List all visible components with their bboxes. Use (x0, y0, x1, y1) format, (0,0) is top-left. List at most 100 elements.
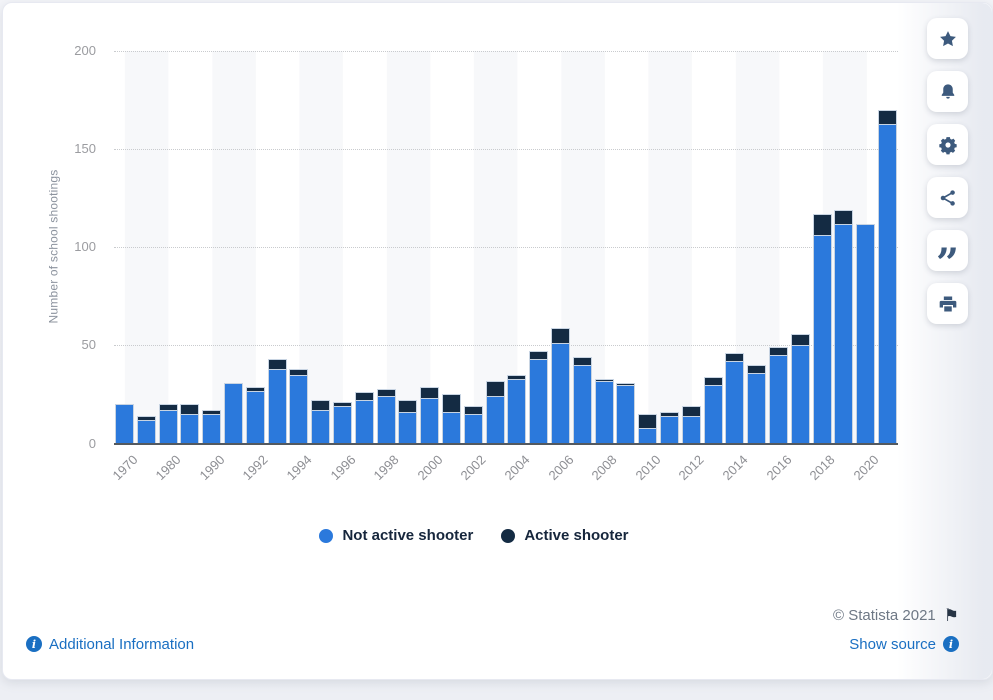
bar-1991-not-active-shooter[interactable] (224, 382, 243, 444)
bar-2008-active-shooter[interactable] (594, 378, 614, 381)
bar-1998-not-active-shooter[interactable] (376, 396, 396, 444)
bar-1990-not-active-shooter[interactable] (202, 414, 222, 444)
bar-2020-not-active-shooter[interactable] (856, 223, 876, 444)
bar-1990-active-shooter[interactable] (202, 410, 222, 415)
x-axis-line (113, 442, 899, 445)
bar-2012-not-active-shooter[interactable] (681, 416, 701, 444)
bar-1985-active-shooter[interactable] (180, 404, 200, 415)
gear-icon (938, 136, 957, 154)
print-button[interactable] (927, 283, 968, 324)
bar-2007-active-shooter[interactable] (572, 357, 592, 365)
x-axis-label-1980: 1980 (152, 452, 184, 484)
info-icon: i (26, 636, 42, 652)
bar-1999-active-shooter[interactable] (398, 400, 418, 413)
bar-2009-not-active-shooter[interactable] (616, 384, 636, 444)
bar-2013-not-active-shooter[interactable] (703, 384, 723, 444)
settings-button[interactable] (927, 124, 968, 165)
show-source-link[interactable]: Show source i (849, 634, 959, 654)
bar-2006-not-active-shooter[interactable] (551, 343, 570, 444)
bar-2010-not-active-shooter[interactable] (638, 427, 658, 444)
bar-2019-active-shooter[interactable] (834, 209, 854, 224)
bar-2005-active-shooter[interactable] (529, 351, 549, 360)
bar-1975-not-active-shooter[interactable] (136, 419, 156, 444)
x-axis-label-2018: 2018 (806, 452, 838, 484)
bar-2010-active-shooter[interactable] (638, 414, 658, 428)
bar-2000-active-shooter[interactable] (420, 386, 440, 399)
bar-2005-not-active-shooter[interactable] (529, 359, 549, 444)
bar-1975-active-shooter[interactable] (136, 416, 156, 420)
legend-label: Not active shooter (342, 527, 474, 544)
bar-1993-not-active-shooter[interactable] (267, 368, 287, 444)
bar-2016-active-shooter[interactable] (769, 347, 788, 356)
x-axis-label-2010: 2010 (632, 452, 664, 484)
bar-2002-active-shooter[interactable] (463, 406, 483, 415)
bar-1992-not-active-shooter[interactable] (245, 390, 265, 444)
bar-1998-active-shooter[interactable] (376, 388, 396, 397)
bar-2011-not-active-shooter[interactable] (660, 416, 679, 444)
x-axis-label-2020: 2020 (850, 452, 882, 484)
bar-2013-active-shooter[interactable] (703, 376, 723, 385)
bar-1992-active-shooter[interactable] (245, 386, 265, 391)
bar-1993-active-shooter[interactable] (267, 359, 287, 369)
bar-2012-active-shooter[interactable] (681, 406, 701, 417)
bar-2018-active-shooter[interactable] (812, 213, 832, 236)
x-axis-label-1998: 1998 (370, 452, 402, 484)
bar-2015-active-shooter[interactable] (747, 365, 767, 373)
legend-dot-not-active-shooter-icon (319, 528, 334, 543)
bar-2003-not-active-shooter[interactable] (485, 396, 505, 444)
bar-2018-not-active-shooter[interactable] (812, 235, 832, 444)
bar-2011-active-shooter[interactable] (660, 412, 679, 417)
bar-1997-active-shooter[interactable] (354, 392, 374, 401)
bar-2008-not-active-shooter[interactable] (594, 380, 614, 444)
bar-2016-not-active-shooter[interactable] (769, 355, 788, 444)
bar-1980-active-shooter[interactable] (158, 404, 178, 411)
bar-1970-not-active-shooter[interactable] (115, 404, 134, 444)
info-icon: i (943, 636, 959, 652)
bar-1997-not-active-shooter[interactable] (354, 400, 374, 444)
notifications-button[interactable] (927, 71, 968, 112)
bar-2003-active-shooter[interactable] (485, 380, 505, 397)
bar-2021-not-active-shooter[interactable] (878, 123, 897, 444)
bar-2017-not-active-shooter[interactable] (790, 345, 810, 444)
bar-2021-active-shooter[interactable] (878, 109, 897, 124)
bar-2014-active-shooter[interactable] (725, 353, 745, 362)
legend-dot-active-shooter-icon (501, 528, 516, 543)
bar-1996-not-active-shooter[interactable] (333, 406, 352, 444)
bar-2017-active-shooter[interactable] (790, 333, 810, 346)
bar-1996-active-shooter[interactable] (333, 402, 352, 407)
bar-1995-active-shooter[interactable] (311, 400, 331, 411)
chart-legend: Not active shooter Active shooter (3, 527, 945, 544)
bar-1980-not-active-shooter[interactable] (158, 410, 178, 444)
bar-2004-not-active-shooter[interactable] (507, 378, 527, 444)
bar-1999-not-active-shooter[interactable] (398, 412, 418, 444)
legend-item-active-shooter[interactable]: Active shooter (501, 527, 629, 544)
sidebar-background (897, 3, 992, 679)
bar-2006-active-shooter[interactable] (551, 327, 570, 344)
bar-2015-not-active-shooter[interactable] (747, 372, 767, 444)
gridline-150 (113, 148, 899, 150)
favorite-button[interactable] (927, 18, 968, 59)
bar-2019-not-active-shooter[interactable] (834, 223, 854, 444)
bar-2002-not-active-shooter[interactable] (463, 414, 483, 444)
legend-item-not-active-shooter[interactable]: Not active shooter (319, 527, 473, 544)
star-icon (939, 30, 956, 46)
bar-2000-not-active-shooter[interactable] (420, 398, 440, 444)
bar-2007-not-active-shooter[interactable] (572, 365, 592, 444)
x-axis-label-2000: 2000 (414, 452, 446, 484)
cite-button[interactable]: ” (927, 230, 968, 283)
bar-2004-active-shooter[interactable] (507, 374, 527, 379)
show-source-label: Show source (849, 635, 936, 653)
bar-2001-not-active-shooter[interactable] (442, 412, 461, 444)
x-axis-label-1996: 1996 (327, 452, 359, 484)
additional-information-link[interactable]: i Additional Information (26, 634, 194, 654)
bar-1995-not-active-shooter[interactable] (311, 410, 331, 444)
bar-1994-active-shooter[interactable] (289, 368, 309, 375)
y-axis-tick-0: 0 (88, 435, 96, 451)
bar-2009-active-shooter[interactable] (616, 382, 636, 385)
bar-1994-not-active-shooter[interactable] (289, 374, 309, 444)
bar-1985-not-active-shooter[interactable] (180, 414, 200, 444)
share-button[interactable] (927, 177, 968, 218)
share-icon (940, 189, 955, 206)
bar-2014-not-active-shooter[interactable] (725, 361, 745, 444)
bar-2001-active-shooter[interactable] (442, 394, 461, 413)
